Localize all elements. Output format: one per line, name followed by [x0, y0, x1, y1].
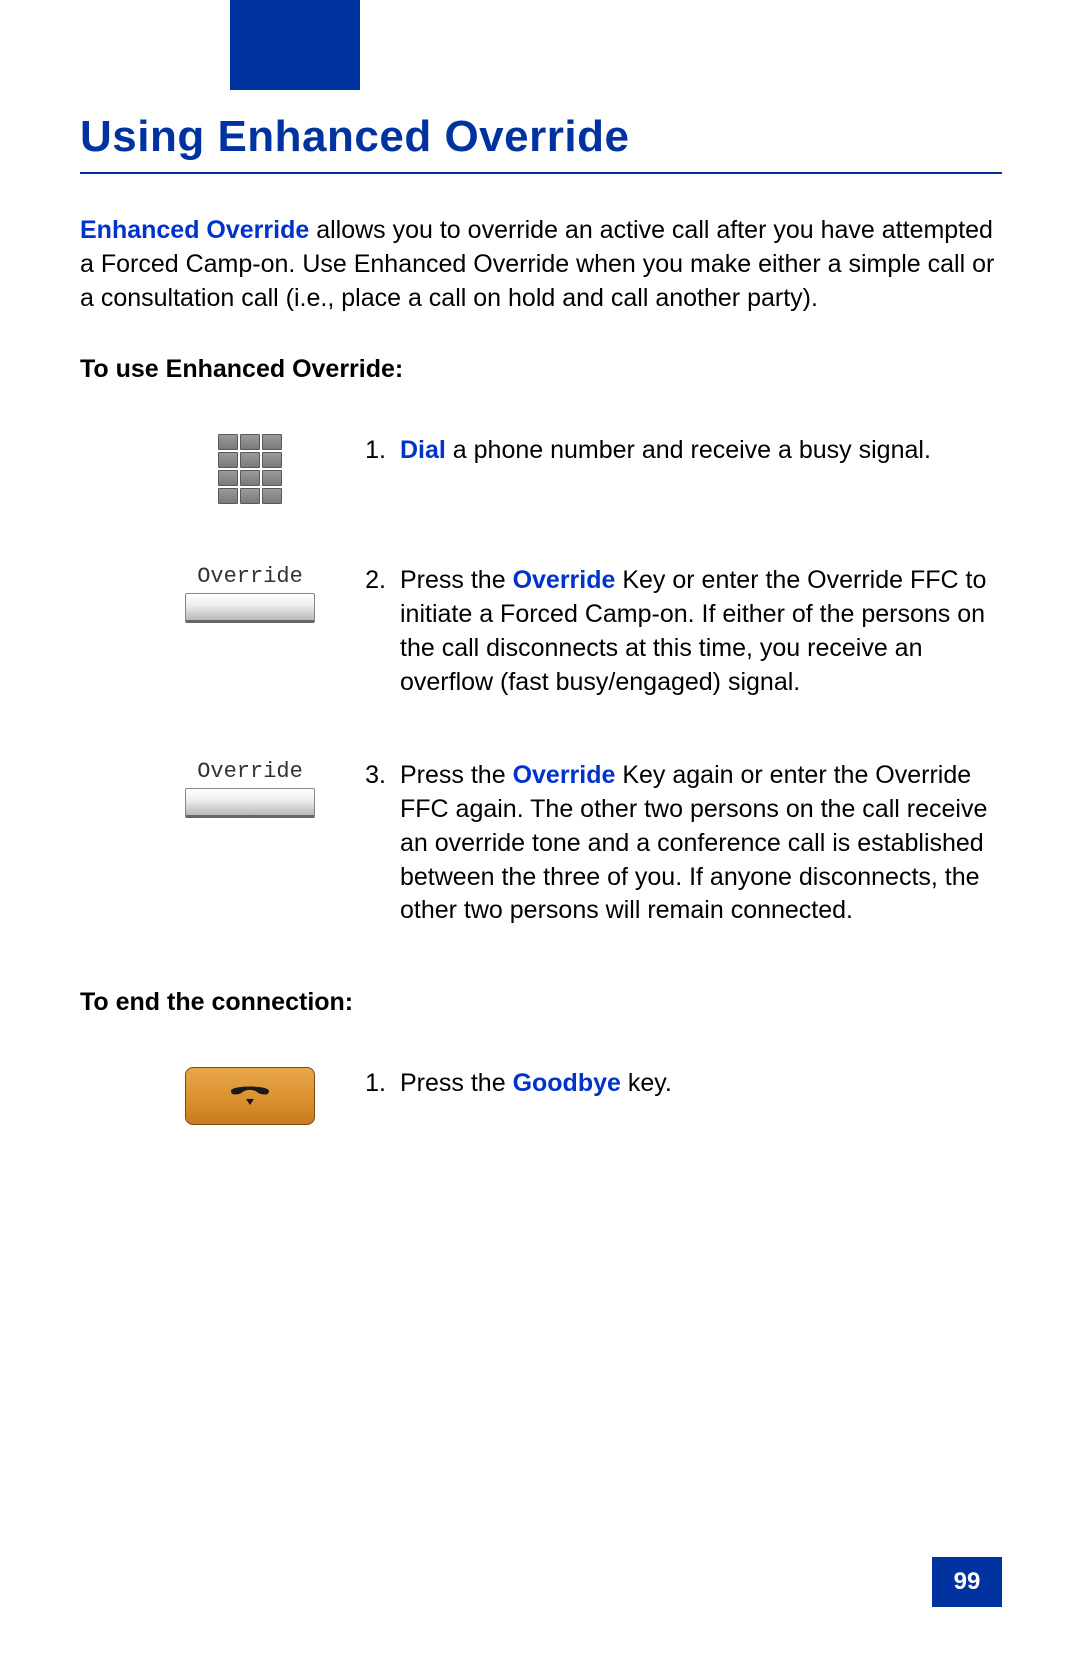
end-step-row: 1. Press the Goodbye key.: [80, 1067, 1002, 1125]
intro-paragraph: Enhanced Override allows you to override…: [80, 214, 1002, 315]
override-key-col-2: Override: [80, 759, 360, 818]
page-number: 99: [932, 1557, 1002, 1607]
handset-down-icon: [227, 1081, 273, 1111]
step2-keyword: Override: [513, 566, 616, 594]
step2-text: 2. Press the Override Key or enter the O…: [360, 564, 1002, 699]
step2-before: Press the: [400, 566, 513, 594]
step1-number: 1.: [360, 434, 400, 468]
header-accent-block: [230, 0, 360, 90]
step3-before: Press the: [400, 761, 513, 789]
header-section-label: Additional Call Features: [727, 48, 1002, 76]
keypad-icon-col: [80, 434, 360, 504]
step-row-3: Override 3. Press the Override Key again…: [80, 759, 1002, 928]
goodbye-key-col: [80, 1067, 360, 1125]
intro-lead: Enhanced Override: [80, 216, 309, 244]
step-row-2: Override 2. Press the Override Key or en…: [80, 564, 1002, 699]
step3-text: 3. Press the Override Key again or enter…: [360, 759, 1002, 928]
end-step-after: key.: [621, 1069, 672, 1097]
step1-after: a phone number and receive a busy signal…: [446, 436, 931, 464]
step3-number: 3.: [360, 759, 400, 928]
step1-text: 1. Dial a phone number and receive a bus…: [360, 434, 1002, 468]
step-row-1: 1. Dial a phone number and receive a bus…: [80, 434, 1002, 504]
override-softkey-1: [185, 593, 315, 623]
step3-keyword: Override: [513, 761, 616, 789]
step2-number: 2.: [360, 564, 400, 699]
override-softkey-2: [185, 788, 315, 818]
override-softkey-label-1: Override: [197, 564, 303, 589]
end-step-text: 1. Press the Goodbye key.: [360, 1067, 1002, 1101]
goodbye-button-icon: [185, 1067, 315, 1125]
end-step-before: Press the: [400, 1069, 513, 1097]
page-title: Using Enhanced Override: [80, 112, 1002, 174]
override-key-col-1: Override: [80, 564, 360, 623]
end-step-keyword: Goodbye: [513, 1069, 621, 1097]
section2-heading: To end the connection:: [80, 988, 1002, 1017]
override-softkey-label-2: Override: [197, 759, 303, 784]
keypad-icon: [218, 434, 282, 504]
step1-keyword: Dial: [400, 436, 446, 464]
section1-heading: To use Enhanced Override:: [80, 355, 1002, 384]
page-content: Using Enhanced Override Enhanced Overrid…: [80, 112, 1002, 1185]
end-step-number: 1.: [360, 1067, 400, 1101]
